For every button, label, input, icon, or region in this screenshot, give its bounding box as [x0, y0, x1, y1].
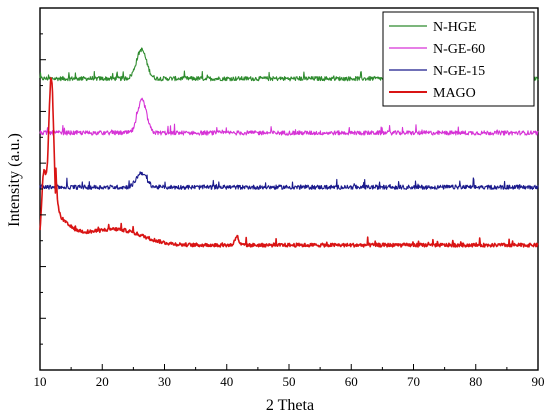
series-line-n-ge-15	[39, 171, 539, 190]
x-tick-label: 90	[532, 374, 545, 389]
x-tick-label: 40	[220, 374, 233, 389]
legend-label-n-ge-60: N-GE-60	[433, 42, 485, 57]
x-tick-label: 20	[96, 374, 109, 389]
x-tick-label: 10	[34, 374, 47, 389]
series-line-n-ge-60	[39, 97, 539, 136]
series-line-mago	[39, 77, 539, 248]
x-tick-label: 30	[158, 374, 171, 389]
x-tick-label: 50	[283, 374, 296, 389]
legend-box	[382, 11, 535, 107]
legend-label-n-hge: N-HGE	[433, 20, 477, 35]
legend-label-mago: MAGO	[433, 86, 476, 101]
legend: N-HGE N-GE-60 N-GE-15 MAGO	[382, 11, 535, 107]
y-axis-title: Intensity (a.u.)	[6, 133, 23, 227]
x-tick-label: 70	[407, 374, 420, 389]
x-tick-label: 60	[345, 374, 358, 389]
axes: 10 20 30 40 50 60 70 80 90	[34, 7, 545, 389]
legend-label-n-ge-15: N-GE-15	[433, 64, 485, 79]
x-axis-title: 2 Theta	[266, 397, 314, 414]
x-tick-label: 80	[469, 374, 482, 389]
